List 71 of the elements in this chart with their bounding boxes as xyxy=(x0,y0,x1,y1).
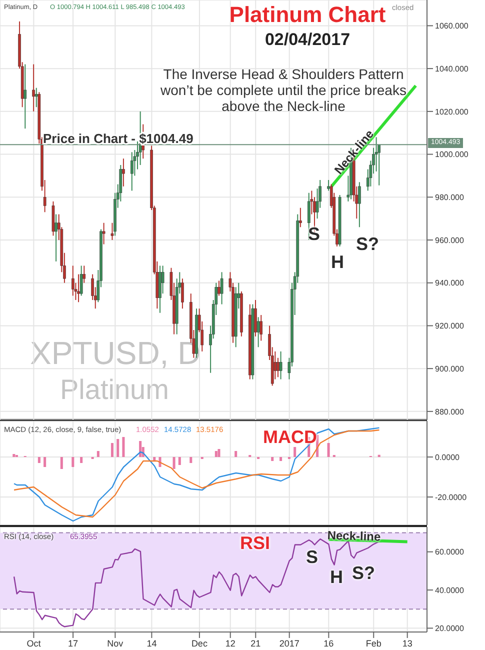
bar xyxy=(38,457,40,463)
annotation: Neck-line xyxy=(327,528,381,544)
x-tick-label: Feb xyxy=(366,638,382,648)
y-tick-label: 1060.000 xyxy=(435,22,469,31)
y-tick-label: 980.000 xyxy=(435,192,464,202)
y-tick-label: -20.0000 xyxy=(435,492,468,502)
x-tick-label: 12 xyxy=(225,638,236,648)
bar xyxy=(172,457,176,469)
y-tick-label: 1000.000 xyxy=(435,150,469,160)
candlestick xyxy=(77,274,80,303)
bar xyxy=(190,457,192,463)
bar xyxy=(214,451,218,457)
y-tick-label: 0.0000 xyxy=(435,452,460,462)
bar xyxy=(280,457,282,461)
bar xyxy=(234,451,238,457)
candlestick xyxy=(260,314,263,342)
bar xyxy=(122,437,125,457)
y-tick-label: 880.000 xyxy=(435,407,464,416)
bar xyxy=(327,443,330,457)
chart-title: RSI xyxy=(238,533,271,554)
x-tick-label: Dec xyxy=(191,638,208,648)
bar xyxy=(218,449,220,457)
candlestick xyxy=(161,265,164,294)
bar xyxy=(60,457,63,469)
candlestick xyxy=(71,265,74,296)
x-tick-label: 14 xyxy=(146,638,157,648)
y-tick-label: 1020.000 xyxy=(435,107,469,116)
candlestick xyxy=(130,152,134,192)
x-tick-label: 17 xyxy=(68,638,78,648)
bar xyxy=(294,447,296,457)
x-tick-label: Nov xyxy=(107,638,124,648)
annotation: S xyxy=(306,547,318,568)
annotation: H xyxy=(330,567,343,588)
candlestick xyxy=(80,265,83,296)
annotation: The Inverse Head & Shoulders Pattern won’t be complete until the price breaks above the Neck-line xyxy=(160,66,408,114)
x-tick-label: 13 xyxy=(402,638,412,648)
candlestick xyxy=(276,357,280,378)
bar xyxy=(12,454,16,457)
candlestick xyxy=(24,64,27,130)
y-tick-label: 40.0000 xyxy=(435,586,464,595)
annotation: H xyxy=(331,252,344,273)
y-tick-label: 60.0000 xyxy=(435,548,464,557)
bar xyxy=(72,457,74,467)
candlestick xyxy=(358,182,361,228)
candlestick xyxy=(32,64,35,112)
candlestick xyxy=(220,272,224,305)
text: 02/04/2017 xyxy=(264,30,352,50)
bar xyxy=(96,451,100,457)
bar xyxy=(178,457,181,465)
y-tick-label: 20.0000 xyxy=(435,624,464,634)
bar xyxy=(80,457,83,463)
bar xyxy=(271,457,274,461)
candlestick xyxy=(181,278,184,310)
candlestick xyxy=(279,350,282,380)
y-tick-label: 940.000 xyxy=(435,278,464,288)
annotation: S? xyxy=(352,563,376,584)
annotation: S? xyxy=(356,234,380,255)
x-tick-label: 16 xyxy=(324,638,334,648)
chart-title: Platinum Chart xyxy=(229,2,386,27)
y-tick-label: 900.000 xyxy=(435,364,464,374)
bar xyxy=(139,441,142,457)
bar xyxy=(110,443,114,457)
x-tick-label: Oct xyxy=(26,638,42,648)
y-tick-label: 920.000 xyxy=(435,322,464,331)
x-tick-label: 2017 xyxy=(279,638,300,648)
bar xyxy=(44,457,46,467)
y-tick-label: 1040.000 xyxy=(435,64,469,74)
annotation: Platinum xyxy=(60,374,169,406)
bar xyxy=(116,439,120,457)
x-tick-label: 21 xyxy=(250,638,261,648)
y-tick-label: 960.000 xyxy=(435,236,464,245)
